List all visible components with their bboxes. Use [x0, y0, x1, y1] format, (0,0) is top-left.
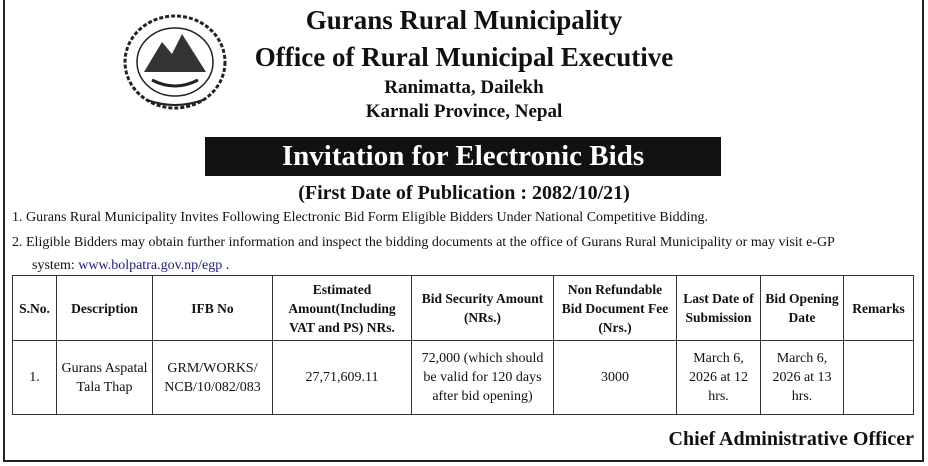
table-header-row: S.No. Description IFB No Estimated Amoun…: [12, 275, 914, 341]
notice-frame: [3, 0, 924, 462]
period: .: [222, 258, 230, 273]
header-bid-security: Bid Security Amount (NRs.): [411, 275, 554, 341]
cell-document-fee: 3000: [553, 340, 677, 415]
paragraph-2: 2. Eligible Bidders may obtain further i…: [12, 235, 835, 250]
cell-remarks: [843, 340, 914, 415]
cell-last-date: March 6, 2026 at 12 hrs.: [676, 340, 761, 415]
cell-estimated-amount: 27,71,609.11: [272, 340, 412, 415]
header-remarks: Remarks: [843, 275, 914, 341]
province: Karnali Province, Nepal: [365, 101, 563, 122]
header-sno: S.No.: [12, 275, 57, 341]
header-estimated-amount: Estimated Amount(Including VAT and PS) N…: [272, 275, 412, 341]
cell-opening-date: March 6, 2026 at 13 hrs.: [760, 340, 844, 415]
egp-link[interactable]: www.bolpatra.gov.np/egp: [78, 258, 223, 273]
signatory: Chief Administrative Officer: [668, 428, 915, 450]
office-name: Office of Rural Municipal Executive: [254, 42, 674, 72]
header-description: Description: [56, 275, 153, 341]
paragraph-1: 1. Gurans Rural Municipality Invites Fol…: [12, 210, 709, 225]
paragraph-2-cont: system: www.bolpatra.gov.np/egp .: [32, 258, 229, 274]
system-label: system:: [32, 258, 79, 273]
header-document-fee: Non Refundable Bid Document Fee (Nrs.): [553, 275, 677, 341]
address: Ranimatta, Dailekh: [384, 77, 544, 98]
cell-sno: 1.: [12, 340, 57, 415]
org-name: Gurans Rural Municipality: [305, 5, 623, 35]
cell-bid-security: 72,000 (which should be valid for 120 da…: [411, 340, 554, 415]
bids-table: S.No. Description IFB No Estimated Amoun…: [12, 275, 914, 415]
publication-date: (First Date of Publication : 2082/10/21): [298, 182, 630, 204]
header-opening-date: Bid Opening Date: [760, 275, 844, 341]
cell-description: Gurans Aspatal Tala Thap: [56, 340, 153, 415]
government-emblem-logo: [123, 14, 227, 110]
notice-title-banner: Invitation for Electronic Bids: [205, 137, 721, 176]
cell-ifb: GRM/WORKS/ NCB/10/082/083: [152, 340, 273, 415]
table-row: 1. Gurans Aspatal Tala Thap GRM/WORKS/ N…: [12, 340, 914, 415]
header-ifb: IFB No: [152, 275, 273, 341]
header-last-date: Last Date of Submission: [676, 275, 761, 341]
